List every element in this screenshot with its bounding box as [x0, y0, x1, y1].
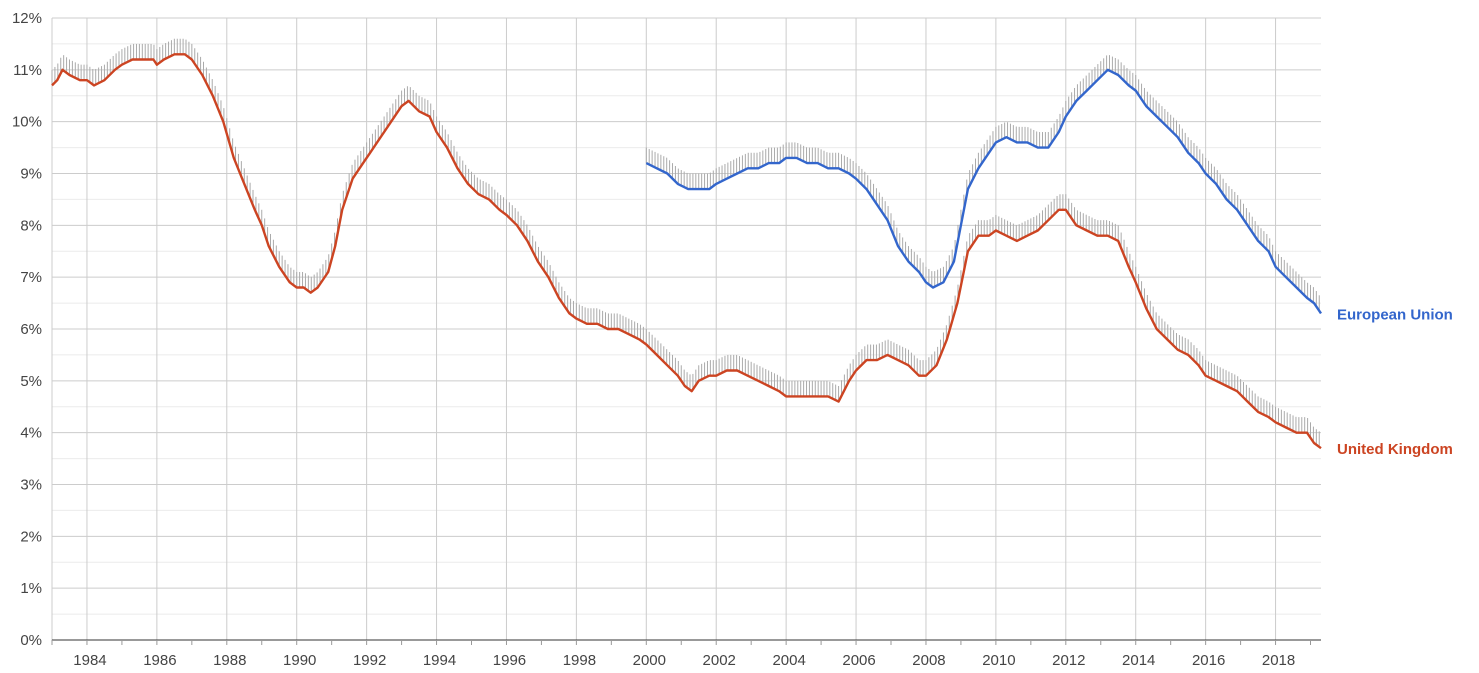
y-tick-label: 5% — [20, 373, 42, 390]
y-tick-label: 9% — [20, 166, 42, 183]
x-tick-label: 2008 — [912, 652, 945, 669]
series-line-european-union — [645, 68, 1322, 315]
x-tick-label: 1986 — [143, 652, 176, 669]
y-tick-label: 10% — [12, 114, 42, 131]
y-tick-label: 0% — [20, 632, 42, 649]
series-line-united-kingdom — [51, 53, 1322, 450]
x-tick-label: 2012 — [1052, 652, 1085, 669]
series-label-united-kingdom: United Kingdom — [1337, 441, 1453, 458]
x-tick-label: 1984 — [73, 652, 106, 669]
x-tick-label: 1988 — [213, 652, 246, 669]
x-tick-label: 2004 — [772, 652, 805, 669]
x-tick-label: 1996 — [493, 652, 526, 669]
x-tick-label: 2014 — [1122, 652, 1155, 669]
series-labels: European Union United Kingdom — [1337, 306, 1453, 458]
x-tick-label: 2002 — [703, 652, 736, 669]
y-tick-label: 1% — [20, 580, 42, 597]
x-tick-label: 2018 — [1262, 652, 1295, 669]
y-tick-label: 12% — [12, 10, 42, 27]
x-axis-tick-marks — [51, 640, 1312, 645]
minor-gridlines — [52, 43, 1321, 615]
x-tick-label: 2010 — [982, 652, 1015, 669]
x-axis-tick-labels: 1984 1986 1988 1990 1992 1994 1996 1998 2000 2002… — [73, 652, 1295, 669]
y-tick-label: 8% — [20, 217, 42, 234]
x-tick-label: 2016 — [1192, 652, 1225, 669]
series-label-european-union: European Union — [1337, 306, 1453, 323]
x-tick-label: 1994 — [423, 652, 456, 669]
series-lines — [51, 53, 1322, 450]
x-tick-label: 2000 — [633, 652, 666, 669]
y-tick-label: 3% — [20, 477, 42, 494]
x-tick-label: 1992 — [353, 652, 386, 669]
y-axis-tick-labels: 0% 1% 2% 3% 4% 5% 6% 7% 8% 9% 10% 11% 12% — [12, 10, 42, 649]
x-tick-label: 2006 — [842, 652, 875, 669]
y-tick-label: 7% — [20, 269, 42, 286]
x-tick-label: 1990 — [283, 652, 316, 669]
major-gridlines — [51, 17, 1321, 641]
y-tick-label: 2% — [20, 528, 42, 545]
y-tick-label: 4% — [20, 425, 42, 442]
x-tick-label: 1998 — [563, 652, 596, 669]
y-tick-label: 6% — [20, 321, 42, 338]
y-tick-label: 11% — [13, 62, 42, 79]
